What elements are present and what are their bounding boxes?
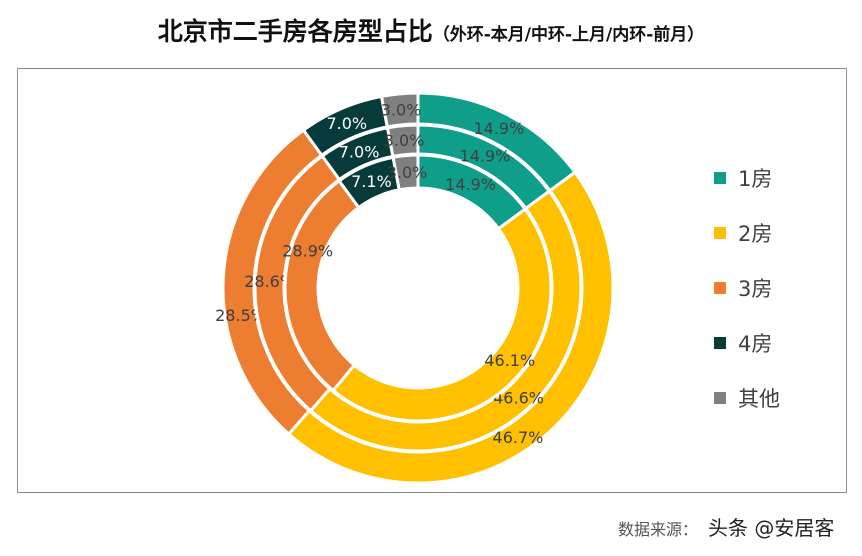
label-middle-0: 14.9% <box>460 146 511 165</box>
title-sub: （外环-本月/中环-上月/内环-前月） <box>432 25 705 45</box>
label-inner-0: 14.9% <box>445 175 496 194</box>
chart-frame <box>17 68 847 493</box>
legend-swatch <box>714 336 726 349</box>
legend-swatch <box>714 171 726 184</box>
source-text: 数据来源： <box>618 520 699 539</box>
label-outer-3: 7.0% <box>326 114 367 133</box>
legend-label: 1房 <box>738 166 773 191</box>
legend-item: 1房 <box>714 150 780 205</box>
legend-swatch <box>714 391 726 404</box>
legend: 1房 2房 3房 4房其他 <box>714 150 780 425</box>
segment-inner-1 <box>331 207 553 423</box>
legend-item: 4房 <box>714 315 780 370</box>
legend-label: 2房 <box>738 221 773 246</box>
legend-label: 4房 <box>738 331 773 356</box>
label-middle-2: 28.6% <box>244 272 295 291</box>
segment-inner-4 <box>391 153 420 192</box>
label-inner-4: 3.0% <box>387 163 428 182</box>
legend-label: 其他 <box>738 386 780 411</box>
label-outer-1: 46.7% <box>493 428 544 447</box>
legend-item: 3房 <box>714 260 780 315</box>
label-inner-3: 7.1% <box>351 172 392 191</box>
legend-item: 2房 <box>714 205 780 260</box>
label-inner-1: 46.1% <box>484 351 535 370</box>
legend-label: 3房 <box>738 276 773 301</box>
label-middle-1: 46.6% <box>493 388 544 407</box>
label-outer-4: 3.0% <box>381 100 422 119</box>
chart-title: 北京市二手房各房型占比（外环-本月/中环-上月/内环-前月） <box>0 12 862 48</box>
title-main: 北京市二手房各房型占比 <box>157 17 433 46</box>
label-outer-0: 14.9% <box>473 119 524 138</box>
label-middle-4: 3.0% <box>384 131 425 150</box>
legend-item: 其他 <box>714 370 780 425</box>
label-middle-3: 7.0% <box>339 143 380 162</box>
legend-swatch <box>714 281 726 294</box>
watermark: 头条 @安居客 <box>708 516 835 540</box>
label-outer-2: 28.5% <box>215 306 266 325</box>
legend-swatch <box>714 226 726 239</box>
label-inner-2: 28.9% <box>282 241 333 260</box>
